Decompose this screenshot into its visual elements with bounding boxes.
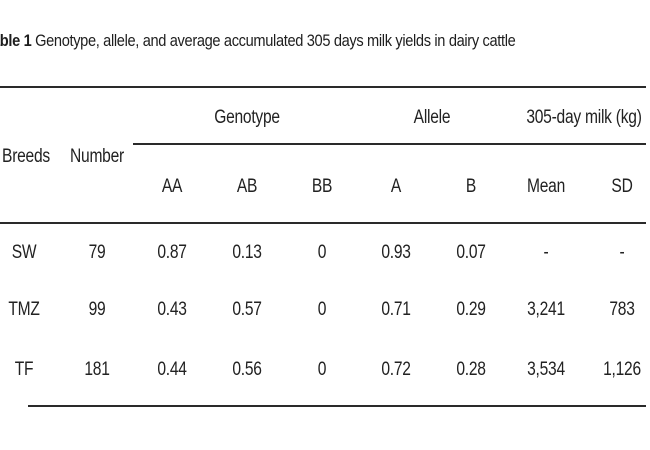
header-bottom-rule [0, 222, 646, 224]
header-ab: AB [236, 176, 258, 197]
header-milk: 305-day milk (kg) [526, 107, 642, 128]
cell-breed: SW [11, 242, 37, 263]
table-bottom-rule [28, 405, 646, 407]
header-allele: Allele [413, 107, 451, 128]
table-top-rule [0, 86, 646, 88]
cell-mean: 3,534 [527, 359, 565, 380]
cell-mean: 3,241 [527, 299, 565, 320]
cell-ab: 0.13 [232, 242, 262, 263]
header-aa: AA [161, 176, 183, 197]
cell-bb: 0 [317, 242, 327, 263]
cell-number: 79 [88, 242, 106, 263]
cell-aa: 0.87 [157, 242, 187, 263]
header-a: A [390, 176, 402, 197]
header-genotype: Genotype [214, 107, 280, 128]
cell-a: 0.93 [381, 242, 411, 263]
cell-aa: 0.43 [157, 299, 187, 320]
header-number: Number [70, 146, 124, 167]
cell-b: 0.28 [456, 359, 486, 380]
cell-a: 0.71 [381, 299, 411, 320]
table-caption-label: able 1 [0, 31, 32, 50]
cell-breed: TMZ [8, 299, 40, 320]
cell-aa: 0.44 [157, 359, 187, 380]
header-group-rule [133, 143, 646, 145]
cell-number: 99 [88, 299, 106, 320]
cell-sd: - [619, 242, 625, 263]
cell-mean: - [543, 242, 549, 263]
cell-breed: TF [14, 359, 34, 380]
header-breeds: Breeds [2, 146, 50, 167]
cell-b: 0.29 [456, 299, 486, 320]
cell-b: 0.07 [456, 242, 486, 263]
table-caption: able 1 Genotype, allele, and average acc… [0, 31, 516, 51]
header-mean: Mean [527, 176, 565, 197]
cell-sd: 783 [609, 299, 635, 320]
cell-ab: 0.57 [232, 299, 262, 320]
header-bb: BB [311, 176, 333, 197]
cell-sd: 1,126 [603, 359, 641, 380]
table-caption-text: Genotype, allele, and average accumulate… [31, 31, 516, 50]
header-b: B [465, 176, 477, 197]
header-sd: SD [611, 176, 633, 197]
cell-bb: 0 [317, 359, 327, 380]
cell-bb: 0 [317, 299, 327, 320]
cell-a: 0.72 [381, 359, 411, 380]
cell-ab: 0.56 [232, 359, 262, 380]
cell-number: 181 [84, 359, 110, 380]
